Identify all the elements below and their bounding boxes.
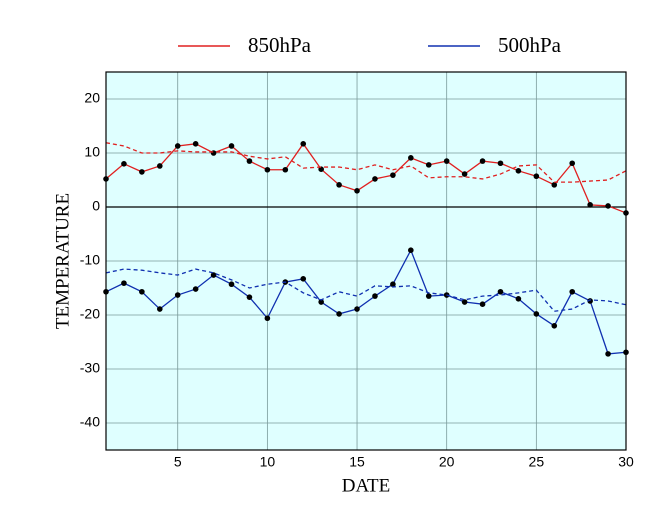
point bbox=[443, 158, 450, 164]
point bbox=[425, 162, 432, 168]
y-tick-label: 20 bbox=[84, 90, 100, 106]
point bbox=[479, 301, 486, 308]
point bbox=[282, 166, 289, 173]
y-axis-label: TEMPERATURE bbox=[52, 193, 73, 329]
point bbox=[264, 166, 271, 173]
plot-frame bbox=[105, 71, 627, 451]
point bbox=[121, 280, 127, 286]
point bbox=[515, 296, 522, 302]
legend-label: 500hPa bbox=[498, 33, 562, 57]
point bbox=[264, 315, 271, 322]
point bbox=[300, 141, 307, 147]
point bbox=[605, 351, 611, 357]
point bbox=[336, 311, 342, 317]
point bbox=[390, 281, 396, 288]
point bbox=[156, 163, 163, 169]
point bbox=[569, 160, 576, 167]
point bbox=[569, 288, 576, 295]
y-tick-label: -20 bbox=[80, 306, 100, 322]
dashed-line bbox=[105, 142, 627, 183]
point bbox=[174, 143, 181, 149]
point bbox=[533, 311, 540, 317]
x-tick-label: 10 bbox=[260, 454, 276, 470]
point bbox=[192, 141, 199, 147]
point bbox=[497, 288, 504, 295]
x-tick-label: 30 bbox=[618, 454, 634, 470]
point bbox=[372, 293, 378, 299]
y-tick-label: -40 bbox=[80, 414, 100, 430]
point bbox=[121, 161, 127, 167]
point bbox=[228, 281, 235, 288]
y-tick-label: -10 bbox=[80, 252, 100, 268]
point bbox=[246, 158, 253, 164]
point bbox=[515, 168, 522, 174]
point bbox=[605, 203, 611, 209]
point bbox=[156, 306, 163, 312]
point bbox=[497, 160, 504, 167]
x-tick-label: 25 bbox=[529, 454, 545, 470]
point bbox=[246, 294, 253, 300]
point bbox=[390, 172, 396, 178]
point bbox=[479, 158, 486, 164]
point bbox=[354, 306, 360, 312]
point bbox=[425, 293, 432, 299]
y-tick-label: -30 bbox=[80, 360, 100, 376]
point bbox=[300, 276, 307, 282]
point bbox=[408, 247, 414, 253]
x-tick-label: 5 bbox=[174, 454, 182, 470]
legend-label: 850hPa bbox=[248, 33, 312, 57]
point bbox=[587, 298, 593, 304]
point bbox=[210, 272, 217, 278]
point bbox=[336, 182, 342, 188]
point bbox=[139, 169, 145, 175]
y-tick-label: 10 bbox=[84, 144, 100, 160]
point bbox=[533, 173, 540, 180]
point bbox=[210, 150, 217, 156]
x-tick-label: 15 bbox=[349, 454, 365, 470]
point bbox=[192, 286, 199, 292]
point bbox=[551, 323, 558, 329]
point bbox=[587, 202, 593, 208]
series-line bbox=[105, 248, 627, 355]
point bbox=[228, 143, 235, 149]
point bbox=[318, 166, 324, 172]
point bbox=[139, 288, 145, 295]
point bbox=[461, 299, 468, 305]
y-tick-label: 0 bbox=[92, 198, 100, 214]
series-line bbox=[105, 142, 627, 214]
point bbox=[461, 171, 468, 177]
x-axis-label: DATE bbox=[342, 475, 391, 496]
x-tick-label: 20 bbox=[439, 454, 455, 470]
point bbox=[318, 299, 324, 305]
point bbox=[372, 176, 378, 182]
point bbox=[354, 188, 360, 194]
point bbox=[408, 155, 414, 161]
point bbox=[551, 182, 558, 188]
point bbox=[174, 292, 181, 298]
dashed-line bbox=[105, 268, 627, 312]
